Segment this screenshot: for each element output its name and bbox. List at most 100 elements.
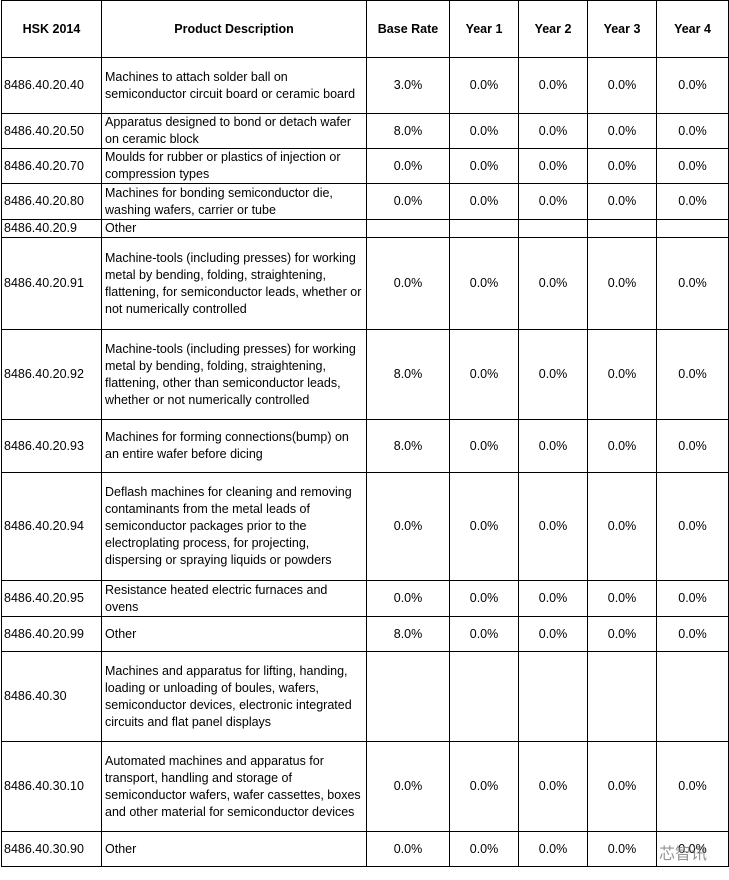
hs-code: 8486.40.30	[1, 651, 102, 742]
empty-cell	[656, 651, 729, 742]
rate: 0.0%	[518, 741, 588, 832]
table-row: 8486.40.20.93 Machines for forming connec…	[1, 419, 729, 473]
rate: 0.0%	[656, 580, 729, 617]
rate: 0.0%	[587, 831, 657, 867]
rate: 0.0%	[366, 472, 450, 581]
hs-code: 8486.40.20.93	[1, 419, 102, 473]
rate: 0.0%	[518, 580, 588, 617]
rate: 0.0%	[656, 831, 729, 867]
table-row: 8486.40.20.80 Machines for bonding semico…	[1, 183, 729, 220]
rate: 0.0%	[449, 419, 519, 473]
rate: 0.0%	[366, 237, 450, 330]
table-row: 8486.40.20.40 Machines to attach solder b…	[1, 57, 729, 114]
rate: 0.0%	[587, 580, 657, 617]
hs-code: 8486.40.20.95	[1, 580, 102, 617]
table-body: 8486.40.20.40 Machines to attach solder b…	[1, 57, 729, 867]
hs-code: 8486.40.30.90	[1, 831, 102, 867]
empty-cell	[366, 651, 450, 742]
description: Automated machines and apparatus for tra…	[101, 741, 367, 832]
rate: 0.0%	[656, 148, 729, 184]
hs-code: 8486.40.20.9	[1, 219, 102, 238]
rate: 8.0%	[366, 329, 450, 420]
rate: 0.0%	[587, 616, 657, 652]
hs-code: 8486.40.30.10	[1, 741, 102, 832]
rate: 0.0%	[656, 419, 729, 473]
table-row: 8486.40.20.9 Other	[1, 219, 729, 238]
table-row: 8486.40.30.10 Automated machines and appa…	[1, 741, 729, 832]
rate: 0.0%	[366, 831, 450, 867]
rate: 0.0%	[518, 329, 588, 420]
description: Moulds for rubber or plastics of injecti…	[101, 148, 367, 184]
empty-cell	[587, 651, 657, 742]
rate: 0.0%	[449, 183, 519, 220]
rate: 0.0%	[518, 113, 588, 149]
rate: 0.0%	[656, 741, 729, 832]
rate: 0.0%	[656, 57, 729, 114]
description: Machines and apparatus for lifting, hand…	[101, 651, 367, 742]
rate: 0.0%	[656, 113, 729, 149]
hs-code: 8486.40.20.70	[1, 148, 102, 184]
rate: 0.0%	[449, 329, 519, 420]
description: Apparatus designed to bond or detach waf…	[101, 113, 367, 149]
rate: 0.0%	[587, 148, 657, 184]
column-header: Year 4	[656, 0, 729, 58]
table-row: 8486.40.20.70 Moulds for rubber or plasti…	[1, 148, 729, 184]
table-row: 8486.40.30 Machines and apparatus for lif…	[1, 651, 729, 742]
table-row: 8486.40.20.99 Other 8.0% 0.0% 0.0% 0.0% 0.0%	[1, 616, 729, 652]
rate: 3.0%	[366, 57, 450, 114]
rate: 0.0%	[656, 616, 729, 652]
empty-cell	[656, 219, 729, 238]
rate: 0.0%	[449, 741, 519, 832]
rate: 0.0%	[656, 329, 729, 420]
rate: 0.0%	[518, 472, 588, 581]
description: Machine-tools (including presses) for wo…	[101, 329, 367, 420]
rate: 0.0%	[587, 329, 657, 420]
rate: 8.0%	[366, 616, 450, 652]
column-header: HSK 2014	[1, 0, 102, 58]
hs-code: 8486.40.20.50	[1, 113, 102, 149]
empty-cell	[518, 651, 588, 742]
rate: 0.0%	[587, 183, 657, 220]
table-row: 8486.40.20.95 Resistance heated electric …	[1, 580, 729, 617]
rate: 0.0%	[656, 472, 729, 581]
rate: 0.0%	[449, 57, 519, 114]
rate: 0.0%	[587, 741, 657, 832]
rate: 0.0%	[518, 57, 588, 114]
rate: 0.0%	[518, 237, 588, 330]
rate: 0.0%	[518, 183, 588, 220]
description: Machines for bonding semiconductor die, …	[101, 183, 367, 220]
rate: 0.0%	[449, 616, 519, 652]
rate: 0.0%	[518, 148, 588, 184]
rate: 0.0%	[449, 237, 519, 330]
hs-code: 8486.40.20.80	[1, 183, 102, 220]
description: Other	[101, 219, 367, 238]
rate: 0.0%	[587, 57, 657, 114]
empty-cell	[587, 219, 657, 238]
header-row: HSK 2014 Product Description Base Rate Year…	[1, 0, 729, 58]
rate: 8.0%	[366, 113, 450, 149]
hs-code: 8486.40.20.99	[1, 616, 102, 652]
rate: 0.0%	[366, 183, 450, 220]
description: Other	[101, 831, 367, 867]
rate: 0.0%	[587, 419, 657, 473]
rate: 0.0%	[449, 831, 519, 867]
rate: 0.0%	[449, 580, 519, 617]
column-header: Base Rate	[366, 0, 450, 58]
rate: 0.0%	[449, 113, 519, 149]
empty-cell	[449, 219, 519, 238]
rate: 0.0%	[449, 472, 519, 581]
description: Resistance heated electric furnaces and …	[101, 580, 367, 617]
rate: 0.0%	[656, 183, 729, 220]
rate: 0.0%	[587, 472, 657, 581]
rate: 0.0%	[518, 419, 588, 473]
watermark: 芯智讯	[658, 846, 707, 863]
table-row: 8486.40.20.92 Machine-tools (including pr…	[1, 329, 729, 420]
description: Other	[101, 616, 367, 652]
rate: 0.0%	[366, 741, 450, 832]
column-header: Year 3	[587, 0, 657, 58]
rate: 0.0%	[656, 237, 729, 330]
rate: 0.0%	[366, 580, 450, 617]
column-header: Year 2	[518, 0, 588, 58]
column-header: Product Description	[101, 0, 367, 58]
